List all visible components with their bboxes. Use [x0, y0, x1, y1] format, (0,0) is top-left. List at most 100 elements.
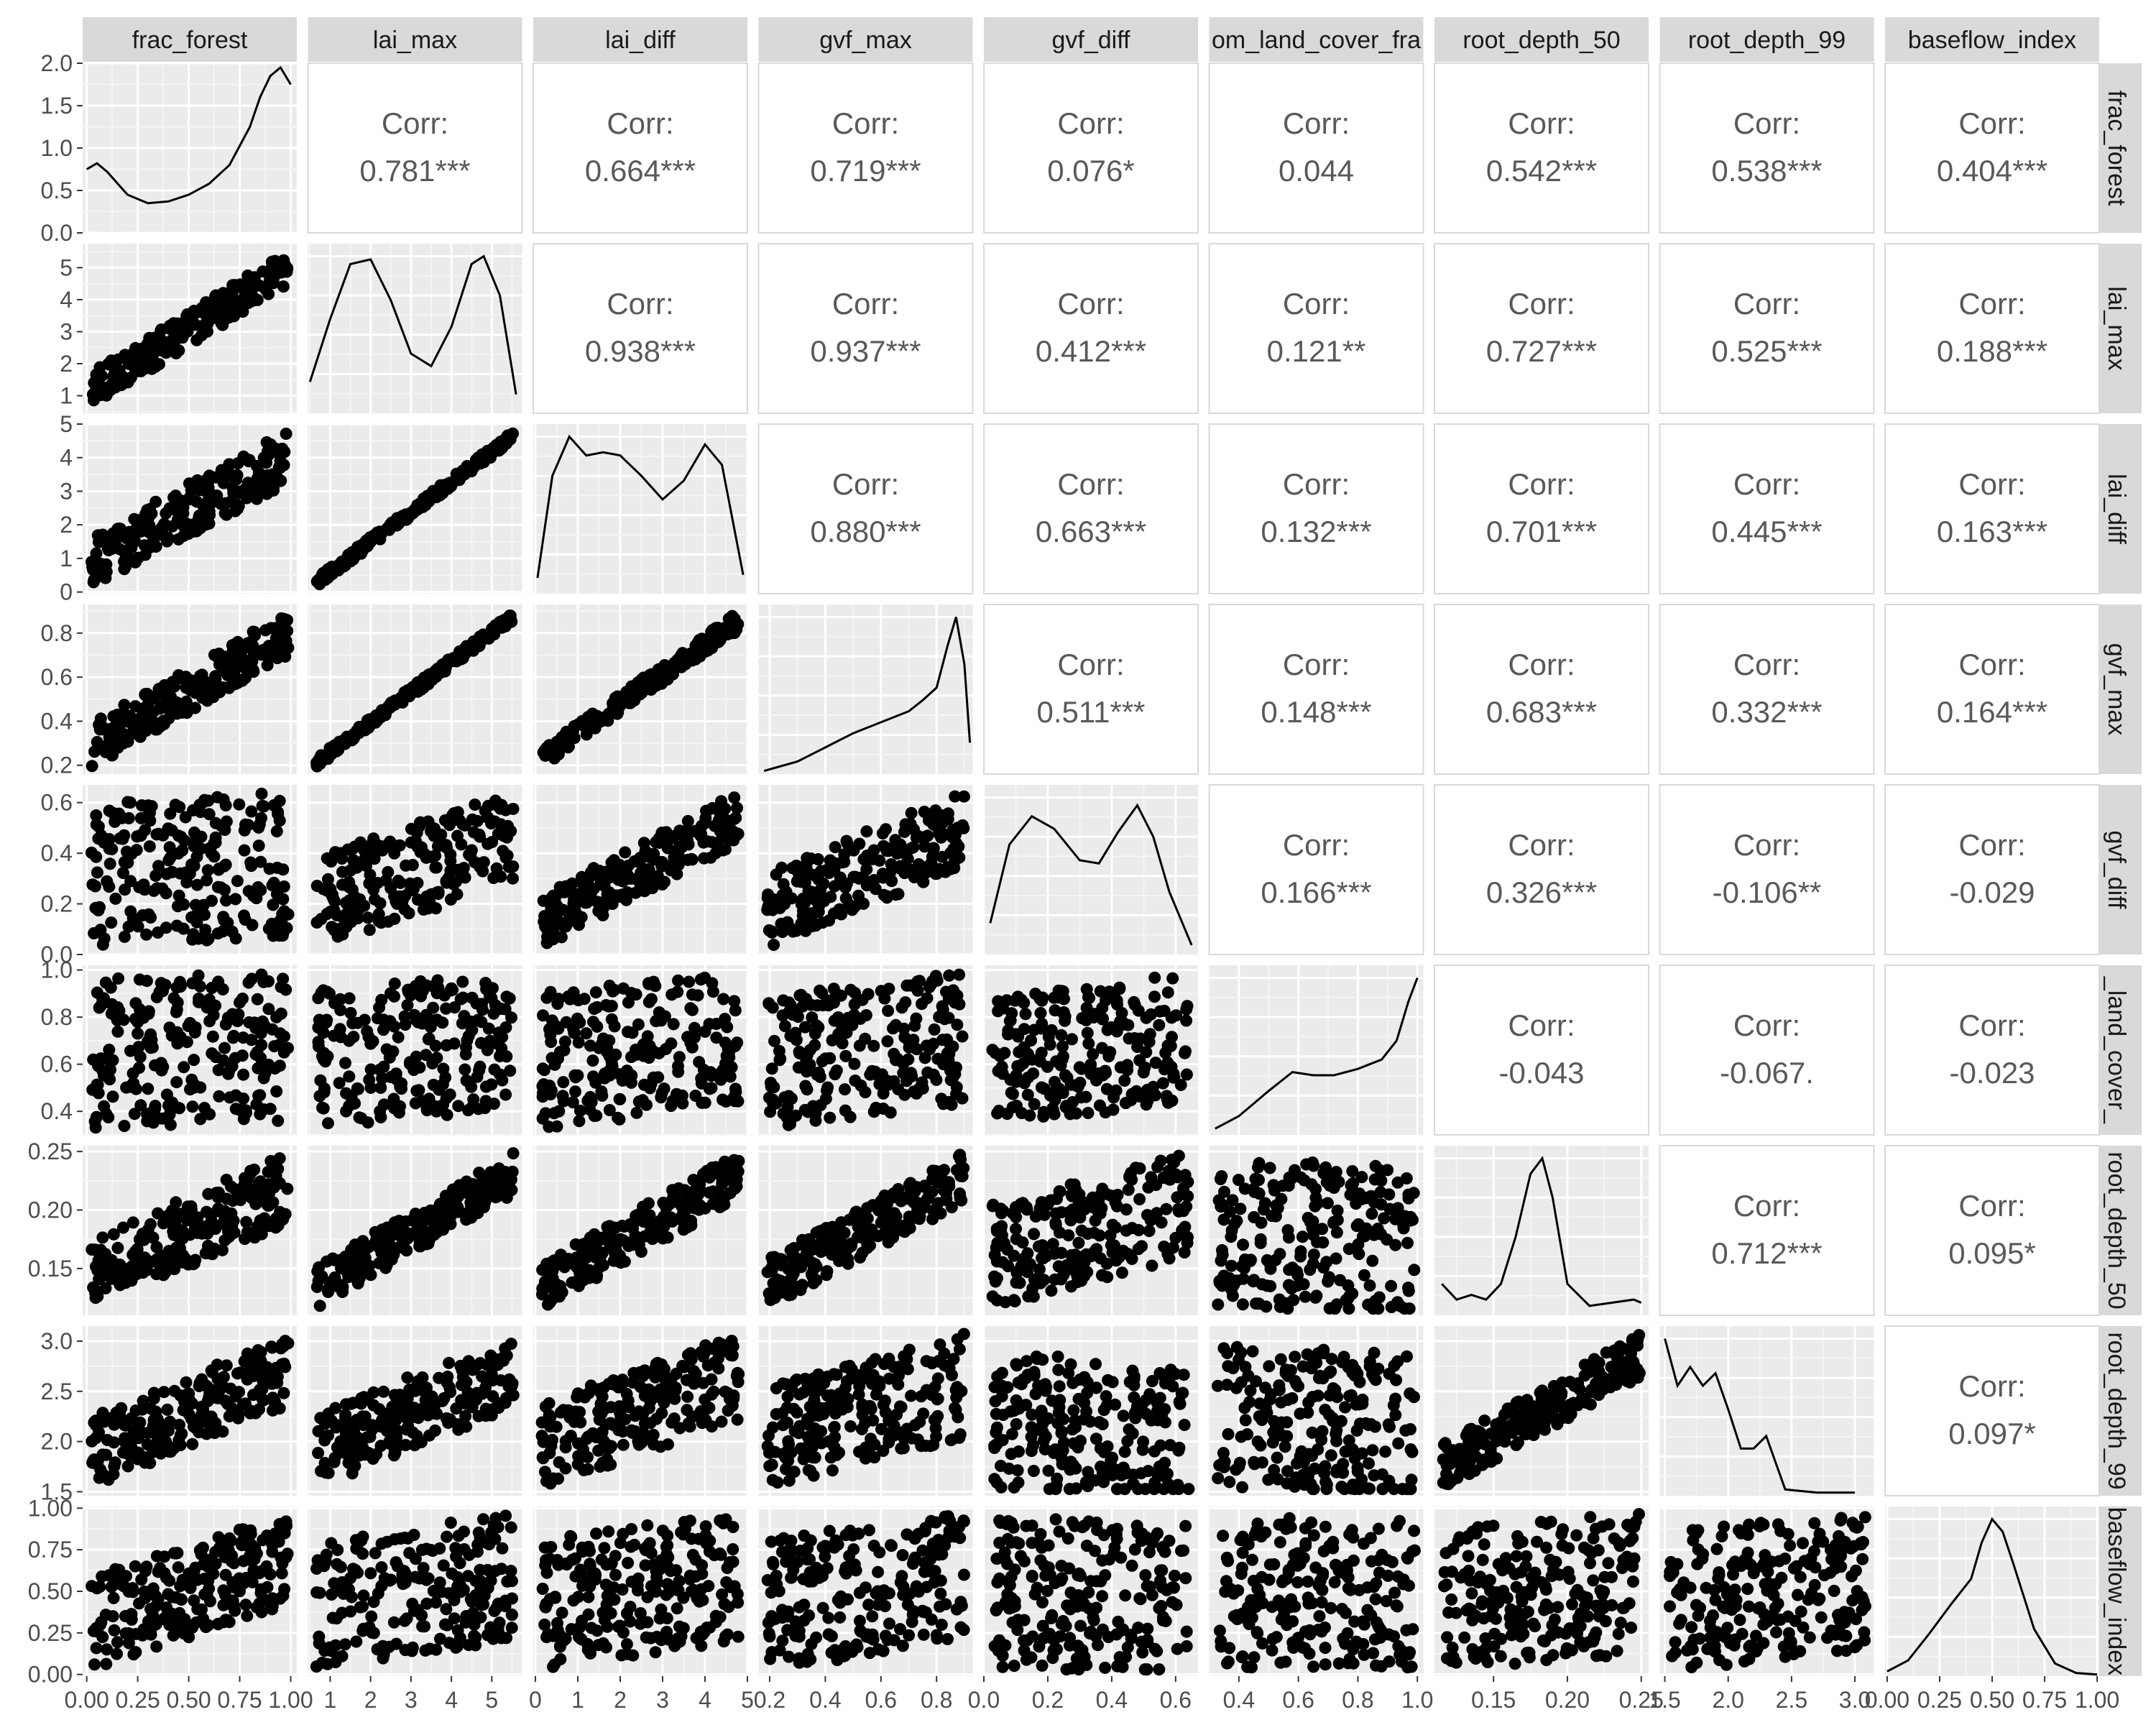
panel: [83, 244, 297, 413]
scatter-point: [157, 718, 170, 731]
panel: [308, 965, 522, 1136]
row-strip-label: _land_cover_: [2103, 976, 2130, 1124]
scatter-point: [382, 865, 395, 878]
scatter-point: [834, 989, 847, 1002]
scatter-point: [323, 987, 336, 1000]
scatter-point: [147, 1231, 160, 1244]
scatter-point: [801, 1083, 814, 1096]
scatter-point: [384, 882, 397, 895]
scatter-point: [1029, 988, 1042, 1000]
scatter-point: [821, 1081, 834, 1094]
scatter-point: [136, 1228, 149, 1241]
row-strip-label: lai_diff: [2103, 474, 2130, 544]
scatter-point: [427, 1001, 440, 1014]
scatter-point: [829, 1068, 842, 1081]
scatter-point: [134, 829, 147, 842]
scatter-point: [415, 990, 428, 1003]
panel: Corr:0.937***: [757, 243, 974, 414]
scatter-point: [614, 1092, 627, 1105]
panel: [83, 62, 297, 234]
scatter-point: [124, 709, 137, 722]
scatter-point: [118, 1120, 131, 1132]
scatter-point: [477, 628, 489, 641]
scatter-point: [722, 1042, 734, 1055]
scatter-point: [617, 694, 630, 707]
scatter-point: [647, 1229, 660, 1242]
scatter-point: [655, 860, 668, 873]
scatter-point: [253, 818, 266, 831]
scatter-point: [106, 998, 119, 1011]
scatter-point: [580, 892, 593, 905]
panel: Corr:0.044: [1208, 63, 1424, 234]
correlation-panel: [1434, 63, 1649, 234]
scatter-point: [502, 431, 515, 443]
panel: [533, 604, 749, 774]
scatter-point: [370, 710, 383, 723]
scatter-point: [349, 1248, 361, 1261]
scatter-point: [251, 472, 264, 484]
scatter-point: [118, 699, 131, 712]
row-strip-label: lai_max: [2103, 286, 2130, 370]
scatter-point: [474, 1060, 487, 1073]
scatter-point: [777, 1286, 790, 1299]
scatter-point: [933, 827, 945, 840]
scatter-point: [1060, 1100, 1073, 1113]
scatter-point: [251, 1220, 264, 1233]
scatter-point: [1096, 1013, 1109, 1026]
panel: Corr:0.719***: [757, 63, 974, 234]
scatter-point: [220, 508, 233, 521]
scatter-point: [313, 576, 326, 589]
scatter-point: [343, 1070, 356, 1083]
corr-value: 0.326***: [1486, 875, 1597, 909]
scatter-point: [704, 851, 717, 864]
panel: Corr:0.326***: [1434, 784, 1649, 955]
scatter-point: [94, 924, 107, 937]
scatter-point: [538, 1078, 550, 1091]
scatter-point: [94, 712, 107, 725]
scatter-point: [190, 334, 203, 346]
scatter-point: [162, 338, 174, 351]
scatter-point: [99, 571, 112, 584]
scatter-point: [699, 1096, 711, 1109]
scatter-point: [566, 1276, 579, 1289]
scatter-point: [90, 818, 103, 831]
scatter-point: [252, 840, 265, 852]
scatter-point: [596, 1089, 609, 1102]
corr-label: Corr:: [1733, 106, 1800, 140]
scatter-point: [147, 346, 160, 359]
correlation-panel: [1884, 784, 2100, 955]
scatter-point: [1081, 1026, 1094, 1039]
scatter-point: [120, 553, 133, 566]
scatter-point: [113, 364, 126, 377]
scatter-point: [144, 806, 156, 819]
scatter-point: [943, 1176, 955, 1189]
scatter-point: [444, 864, 457, 877]
column-strip-label: om_land_cover_fra: [1212, 27, 1421, 54]
scatter-point: [809, 1107, 822, 1120]
scatter-point: [390, 895, 402, 908]
scatter-point: [141, 688, 154, 700]
scatter-point: [499, 1021, 512, 1034]
correlation-panel: [1884, 63, 2100, 234]
scatter-point: [229, 1103, 242, 1116]
corr-value: 0.132***: [1261, 515, 1371, 548]
scatter-point: [485, 1078, 498, 1091]
scatter-point: [373, 1001, 386, 1014]
corr-value: 0.445***: [1711, 515, 1822, 548]
scatter-point: [573, 1104, 586, 1117]
panel: Corr:-0.029: [1884, 784, 2100, 955]
corr-value: 0.404***: [1937, 154, 2047, 188]
scatter-point: [312, 1274, 325, 1287]
scatter-point: [390, 1067, 402, 1080]
scatter-point: [255, 648, 268, 661]
corr-value: 0.188***: [1937, 334, 2047, 368]
column-strip-bg: [1659, 17, 1874, 62]
scatter-point: [322, 1117, 334, 1130]
column-strip: baseflow_index: [1885, 17, 2099, 62]
scatter-point: [1082, 1037, 1095, 1050]
scatter-point: [559, 1258, 572, 1271]
corr-label: Corr:: [1283, 287, 1350, 321]
scatter-point: [241, 666, 254, 678]
scatter-point: [264, 1103, 277, 1116]
panel-background: [758, 604, 973, 774]
